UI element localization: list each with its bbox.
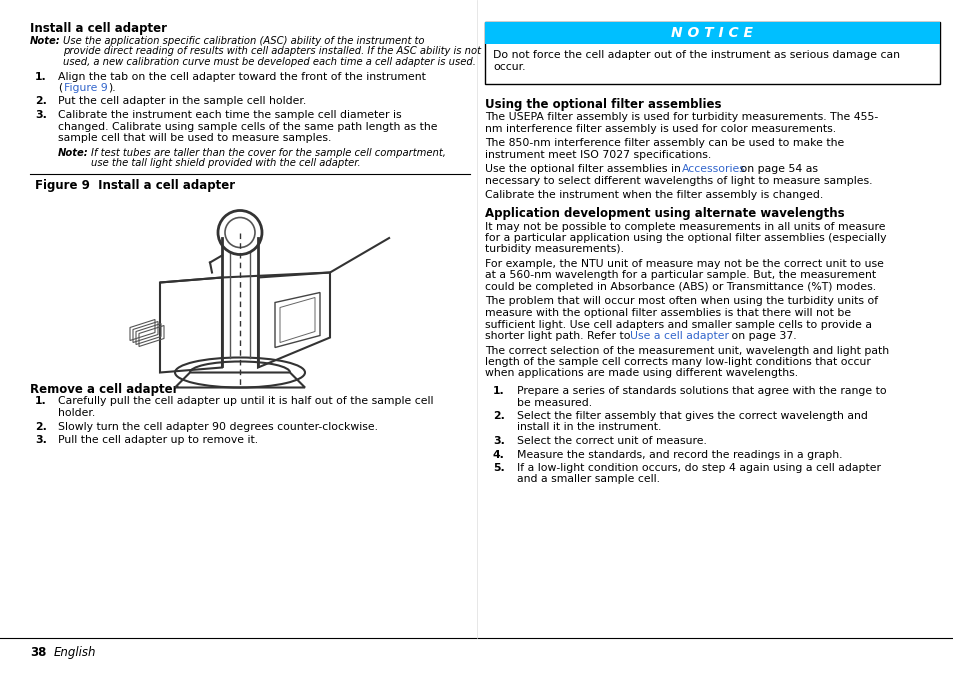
Text: Prepare a series of standards solutions that agree with the range to: Prepare a series of standards solutions … <box>517 386 885 396</box>
Text: If a low-light condition occurs, do step 4 again using a cell adapter: If a low-light condition occurs, do step… <box>517 463 880 473</box>
Text: used, a new calibration curve must be developed each time a cell adapter is used: used, a new calibration curve must be de… <box>63 57 476 67</box>
Text: Do not force the cell adapter out of the instrument as serious damage can: Do not force the cell adapter out of the… <box>493 50 899 60</box>
Text: Measure the standards, and record the readings in a graph.: Measure the standards, and record the re… <box>517 450 841 460</box>
Text: turbidity measurements).: turbidity measurements). <box>484 244 623 254</box>
Bar <box>484 22 939 84</box>
Text: for a particular application using the optional filter assemblies (especially: for a particular application using the o… <box>484 233 885 243</box>
Text: Calibrate the instrument when the filter assembly is changed.: Calibrate the instrument when the filter… <box>484 190 822 200</box>
Text: The problem that will occur most often when using the turbidity units of: The problem that will occur most often w… <box>484 297 877 306</box>
Text: 4.: 4. <box>493 450 504 460</box>
Text: Install a cell adapter: Install a cell adapter <box>30 22 167 35</box>
Text: The 850-nm interference filter assembly can be used to make the: The 850-nm interference filter assembly … <box>484 138 843 148</box>
Text: instrument meet ISO 7027 specifications.: instrument meet ISO 7027 specifications. <box>484 149 711 160</box>
Text: 1.: 1. <box>35 396 47 406</box>
Text: measure with the optional filter assemblies is that there will not be: measure with the optional filter assembl… <box>484 308 850 318</box>
Text: N O T I C E: N O T I C E <box>671 26 753 40</box>
Text: Accessories: Accessories <box>681 164 745 174</box>
Text: Remove a cell adapter: Remove a cell adapter <box>30 382 178 396</box>
Text: 2.: 2. <box>35 96 47 106</box>
Text: on page 37.: on page 37. <box>727 331 796 341</box>
Text: and a smaller sample cell.: and a smaller sample cell. <box>517 474 659 485</box>
Text: on page 54 as: on page 54 as <box>737 164 817 174</box>
Text: 1.: 1. <box>493 386 504 396</box>
Text: 1.: 1. <box>35 71 47 81</box>
Text: Slowly turn the cell adapter 90 degrees counter-clockwise.: Slowly turn the cell adapter 90 degrees … <box>58 421 377 431</box>
Text: Note:: Note: <box>58 147 89 157</box>
Text: sufficient light. Use cell adapters and smaller sample cells to provide a: sufficient light. Use cell adapters and … <box>484 320 871 330</box>
Text: English: English <box>54 646 96 659</box>
Text: Use the application specific calibration (ASC) ability of the instrument to: Use the application specific calibration… <box>63 36 424 46</box>
Text: at a 560-nm wavelength for a particular sample. But, the measurement: at a 560-nm wavelength for a particular … <box>484 271 875 281</box>
Text: Select the correct unit of measure.: Select the correct unit of measure. <box>517 436 706 446</box>
Text: 2.: 2. <box>493 411 504 421</box>
Text: Put the cell adapter in the sample cell holder.: Put the cell adapter in the sample cell … <box>58 96 306 106</box>
Text: provide direct reading of results with cell adapters installed. If the ASC abili: provide direct reading of results with c… <box>63 46 480 57</box>
Text: It may not be possible to complete measurements in all units of measure: It may not be possible to complete measu… <box>484 221 884 232</box>
Text: necessary to select different wavelengths of light to measure samples.: necessary to select different wavelength… <box>484 176 872 186</box>
Text: Using the optional filter assemblies: Using the optional filter assemblies <box>484 98 720 111</box>
Text: Pull the cell adapter up to remove it.: Pull the cell adapter up to remove it. <box>58 435 258 445</box>
Text: Application development using alternate wavelengths: Application development using alternate … <box>484 207 843 221</box>
Text: Carefully pull the cell adapter up until it is half out of the sample cell: Carefully pull the cell adapter up until… <box>58 396 433 406</box>
Text: If test tubes are taller than the cover for the sample cell compartment,: If test tubes are taller than the cover … <box>91 147 445 157</box>
Text: 3.: 3. <box>35 110 47 120</box>
Text: Figure 9  Install a cell adapter: Figure 9 Install a cell adapter <box>35 180 234 192</box>
Text: changed. Calibrate using sample cells of the same path length as the: changed. Calibrate using sample cells of… <box>58 122 437 131</box>
Bar <box>484 22 939 44</box>
Text: could be completed in Absorbance (ABS) or Transmittance (%T) modes.: could be completed in Absorbance (ABS) o… <box>484 282 875 292</box>
Text: when applications are made using different wavelengths.: when applications are made using differe… <box>484 369 798 378</box>
Text: The USEPA filter assembly is used for turbidity measurements. The 455-: The USEPA filter assembly is used for tu… <box>484 112 878 122</box>
Text: (: ( <box>58 83 62 93</box>
Text: use the tall light shield provided with the cell adapter.: use the tall light shield provided with … <box>91 158 360 168</box>
Text: Use a cell adapter: Use a cell adapter <box>629 331 728 341</box>
Text: 3.: 3. <box>35 435 47 445</box>
Text: Note:: Note: <box>30 36 61 46</box>
Text: Figure 9: Figure 9 <box>64 83 108 93</box>
Text: 3.: 3. <box>493 436 504 446</box>
Text: nm interference filter assembly is used for color measurements.: nm interference filter assembly is used … <box>484 124 835 133</box>
Text: Align the tab on the cell adapter toward the front of the instrument: Align the tab on the cell adapter toward… <box>58 71 425 81</box>
Text: For example, the NTU unit of measure may not be the correct unit to use: For example, the NTU unit of measure may… <box>484 259 882 269</box>
Text: sample cell that will be used to measure samples.: sample cell that will be used to measure… <box>58 133 331 143</box>
Text: 38: 38 <box>30 646 47 659</box>
Text: 2.: 2. <box>35 421 47 431</box>
Text: install it in the instrument.: install it in the instrument. <box>517 423 660 433</box>
Text: Calibrate the instrument each time the sample cell diameter is: Calibrate the instrument each time the s… <box>58 110 401 120</box>
Text: 5.: 5. <box>493 463 504 473</box>
Text: The correct selection of the measurement unit, wavelength and light path: The correct selection of the measurement… <box>484 345 888 355</box>
Text: Use the optional filter assemblies in: Use the optional filter assemblies in <box>484 164 683 174</box>
Text: holder.: holder. <box>58 408 95 418</box>
Text: shorter light path. Refer to: shorter light path. Refer to <box>484 331 634 341</box>
Text: occur.: occur. <box>493 61 525 71</box>
Text: be measured.: be measured. <box>517 398 592 407</box>
Text: Select the filter assembly that gives the correct wavelength and: Select the filter assembly that gives th… <box>517 411 867 421</box>
Text: ).: ). <box>108 83 115 93</box>
Text: length of the sample cell corrects many low-light conditions that occur: length of the sample cell corrects many … <box>484 357 870 367</box>
